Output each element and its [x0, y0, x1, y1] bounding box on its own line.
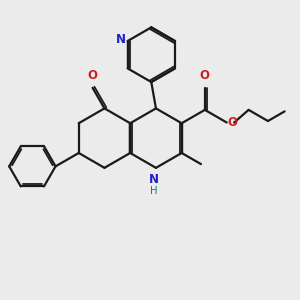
Text: H: H	[150, 186, 157, 196]
Text: O: O	[227, 116, 237, 129]
Text: N: N	[116, 33, 126, 46]
Text: N: N	[148, 173, 159, 186]
Text: O: O	[200, 69, 210, 82]
Text: O: O	[88, 69, 98, 82]
